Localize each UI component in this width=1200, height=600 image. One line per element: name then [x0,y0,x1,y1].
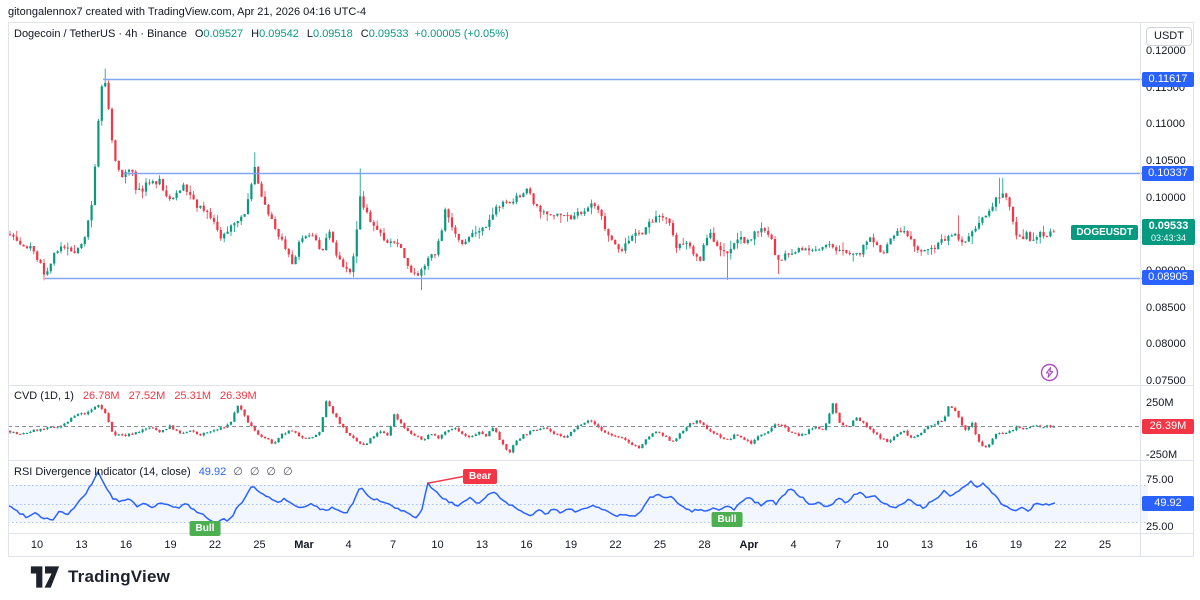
cvd-title[interactable]: CVD (1D, 1) [14,390,74,402]
rsi-current-tag: 49.92 [1142,496,1194,511]
cvd-value: 26.39M [220,390,257,402]
ohlc-low-label: L [306,28,314,40]
symbol-title[interactable]: Dogecoin / TetherUS · 4h · Binance [14,28,187,40]
bar-countdown: 03:43:34 [1150,233,1187,243]
time-tick: 4 [790,539,797,551]
current-price-value: 0.09533 [1148,220,1189,232]
price-tick: 0.10500 [1146,155,1186,167]
time-tick: 13 [75,539,88,551]
cvd-panel-separator[interactable] [8,385,1194,386]
time-tick: 10 [431,539,444,551]
bull-divergence-label: Bull [711,512,743,527]
time-tick: 16 [965,539,978,551]
ohlc-low-value: 0.09518 [313,28,353,40]
boost-icon[interactable] [1040,363,1059,382]
rsi-empty-value: ∅ [233,466,243,478]
time-tick: 16 [119,539,133,551]
tradingview-logo-icon [30,566,60,588]
widget-left-border [8,22,9,556]
time-tick: 7 [834,539,842,551]
widget-bottom-border [8,556,1194,557]
price-tick: 0.08500 [1146,302,1186,314]
time-tick: 25 [253,539,266,551]
level-price-tag: 0.08905 [1142,270,1194,285]
cvd-value: 25.31M [174,390,212,402]
cvd-value: 27.52M [128,390,166,402]
ohlc-close-label: C [360,28,369,40]
price-tick: 0.07500 [1146,375,1186,387]
cvd-current-tag: 26.39M [1142,419,1194,434]
bear-divergence-label: Bear [463,469,498,484]
time-tick: 25 [653,539,667,551]
rsi-tick: 75.00 [1146,474,1174,486]
ohlc-close-value: 0.09533 [368,28,409,40]
rsi-empty-value: ∅ [283,466,293,478]
rsi-panel-canvas[interactable] [8,460,1148,533]
time-tick: 19 [164,539,177,551]
current-price-label: 0.09533 03:43:34 [1142,219,1195,245]
time-tick: 16 [520,539,533,551]
time-tick: 22 [1054,539,1067,551]
time-tick: 10 [876,539,889,551]
rsi-title[interactable]: RSI Divergence Indicator (14, close) [14,466,191,478]
symbol-price-tag: DOGEUSDT [1071,225,1138,240]
level-price-tag: 0.11617 [1142,72,1194,87]
time-tick: 28 [698,539,711,551]
time-tick: 13 [475,539,489,551]
bull-divergence-label: Bull [189,521,221,536]
rsi-empty-value: ∅ [249,466,260,478]
rsi-value: 49.92 [198,466,227,478]
rsi-empty-value: ∅ [266,466,276,478]
cvd-legend[interactable]: CVD (1D, 1) 26.78M 27.52M 25.31M 26.39M [14,390,257,402]
cvd-value: 26.78M [82,390,120,402]
ohlc-change-value: +0.00005 (+0.05%) [414,28,509,40]
cvd-values: 26.78M 27.52M 25.31M 26.39M [74,390,257,402]
time-tick: 19 [564,539,578,551]
tradingview-wordmark: TradingView [68,567,171,586]
time-tick: 22 [609,539,622,551]
rsi-empty-values: ∅ ∅ ∅ ∅ [226,466,292,478]
price-tick: 0.11000 [1146,118,1185,130]
widget-top-border [8,22,1194,23]
cvd-panel-canvas[interactable] [8,385,1148,460]
currency-button[interactable]: USDT [1146,27,1192,46]
time-tick: 25 [1098,539,1112,551]
rsi-panel-separator[interactable] [8,460,1194,461]
time-tick: 4 [345,539,352,551]
ohlc-open-label: O [194,28,204,40]
time-tick: 10 [30,539,44,551]
level-price-tag: 0.10337 [1142,166,1194,181]
price-tick: 0.10000 [1146,192,1186,204]
time-tick: 13 [920,539,934,551]
rsi-tick: 25.00 [1146,521,1174,533]
attribution-text: gitongalennox7 created with TradingView.… [8,6,367,18]
time-tick: 22 [208,539,222,551]
price-tick: 0.08000 [1146,338,1186,350]
tradingview-footer[interactable]: TradingView [30,565,170,589]
ohlc-high-value: 0.09542 [259,28,299,40]
rsi-legend[interactable]: RSI Divergence Indicator (14, close) 49.9… [14,465,293,478]
price-axis-border [1140,22,1141,556]
widget-right-border [1193,22,1194,556]
time-axis-separator [8,533,1194,534]
price-tick: 0.12000 [1146,45,1186,57]
time-tick: 7 [389,539,397,551]
ohlc-open-value: 0.09527 [203,28,244,40]
time-tick: Apr [739,539,759,551]
cvd-tick: -250M [1146,449,1178,461]
ohlc-high-label: H [251,28,260,40]
time-tick: 19 [1009,539,1023,551]
symbol-legend[interactable]: Dogecoin / TetherUS · 4h · Binance O0.095… [14,28,509,40]
time-tick: Mar [294,539,314,551]
main-chart-canvas[interactable] [8,22,1148,385]
cvd-tick: 250M [1146,397,1174,409]
